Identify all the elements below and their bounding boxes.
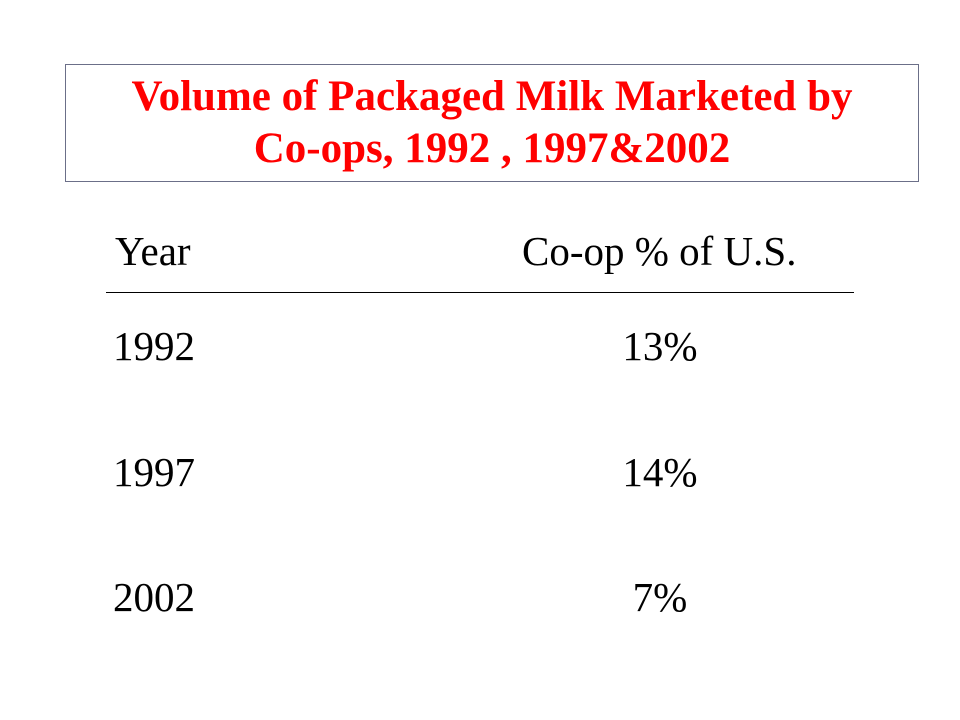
slide-title-line-1: Volume of Packaged Milk Marketed by (131, 73, 853, 120)
year-cell: 2002 (113, 574, 195, 620)
slide-title: Volume of Packaged Milk Marketed by Co-o… (65, 64, 919, 182)
table-row: 2002 7% (0, 572, 960, 622)
coop-share-cell: 13% (622, 323, 698, 369)
table-row: 1992 13% (0, 321, 960, 371)
year-cell: 1997 (113, 449, 195, 495)
coop-share-column-header: Co-op % of U.S. (522, 228, 797, 274)
slide-title-line-2: Co-ops, 1992 , 1997&2002 (253, 125, 731, 172)
table-row: 1997 14% (0, 447, 960, 497)
coop-share-cell: 7% (632, 574, 688, 620)
header-divider (106, 292, 854, 293)
year-cell: 1992 (113, 323, 195, 369)
year-column-header: Year (115, 228, 191, 274)
coop-share-cell: 14% (622, 449, 698, 495)
